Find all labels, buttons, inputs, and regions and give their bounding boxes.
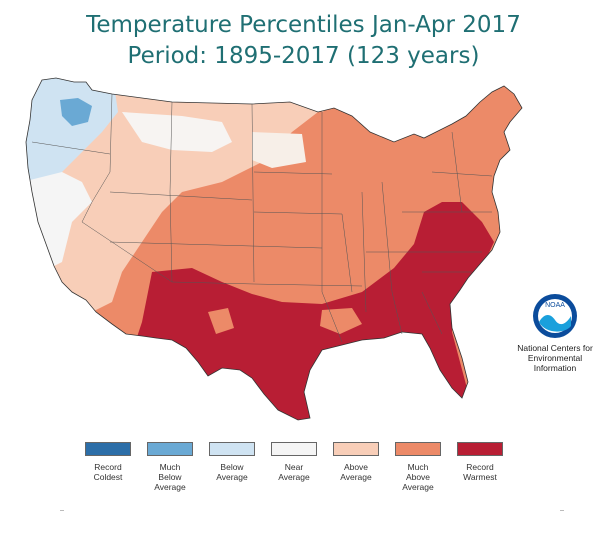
legend-item-much-above-average: Much Above Average bbox=[388, 442, 448, 492]
noaa-logo-text: NOAA bbox=[545, 302, 565, 309]
noaa-caption-line-3: Information bbox=[533, 363, 577, 373]
noaa-logo-block: NOAA National Centers for Environmental … bbox=[510, 292, 600, 373]
legend-label: Record Warmest bbox=[463, 462, 497, 482]
map-title-line-1: Temperature Percentiles Jan-Apr 2017 bbox=[86, 12, 521, 38]
legend-label: Below Average bbox=[216, 462, 248, 482]
legend-label: Above Average bbox=[340, 462, 372, 482]
region-much-above-pocket-2 bbox=[208, 308, 234, 334]
map-legend: Record Coldest Much Below Average Below … bbox=[0, 442, 607, 502]
legend-item-record-warmest: Record Warmest bbox=[450, 442, 510, 482]
legend-item-record-coldest: Record Coldest bbox=[78, 442, 138, 482]
legend-label: Near Average bbox=[278, 462, 310, 482]
us-temperature-map bbox=[25, 77, 523, 421]
region-much-below-average bbox=[60, 98, 92, 126]
noaa-logo-icon: NOAA bbox=[533, 294, 577, 338]
noaa-caption-line-1: National Centers for bbox=[517, 343, 593, 353]
region-above-average-north bbox=[322, 78, 382, 112]
legend-item-above-average: Above Average bbox=[326, 442, 386, 482]
legend-label: Much Below Average bbox=[154, 462, 186, 492]
region-below-average-northwest bbox=[26, 78, 118, 182]
decorative-dash bbox=[560, 510, 564, 511]
legend-item-near-average: Near Average bbox=[264, 442, 324, 482]
legend-label: Much Above Average bbox=[402, 462, 434, 492]
legend-swatch bbox=[147, 442, 193, 456]
region-near-average-dakotas bbox=[252, 132, 306, 168]
legend-item-much-below-average: Much Below Average bbox=[140, 442, 200, 492]
region-near-average-montana bbox=[122, 112, 232, 152]
state-boundaries bbox=[31, 93, 493, 343]
legend-item-below-average: Below Average bbox=[202, 442, 262, 482]
map-title-line-2: Period: 1895-2017 (123 years) bbox=[127, 43, 480, 69]
legend-swatch bbox=[271, 442, 317, 456]
decorative-dash bbox=[60, 510, 64, 511]
legend-swatch bbox=[395, 442, 441, 456]
legend-swatch bbox=[457, 442, 503, 456]
noaa-caption-line-2: Environmental bbox=[527, 353, 583, 363]
legend-label: Record Coldest bbox=[93, 462, 123, 482]
us-outline bbox=[25, 77, 523, 421]
legend-swatch bbox=[209, 442, 255, 456]
noaa-caption: National Centers for Environmental Infor… bbox=[510, 343, 600, 373]
region-much-above-pocket bbox=[320, 308, 362, 334]
legend-swatch bbox=[333, 442, 379, 456]
legend-swatch bbox=[85, 442, 131, 456]
